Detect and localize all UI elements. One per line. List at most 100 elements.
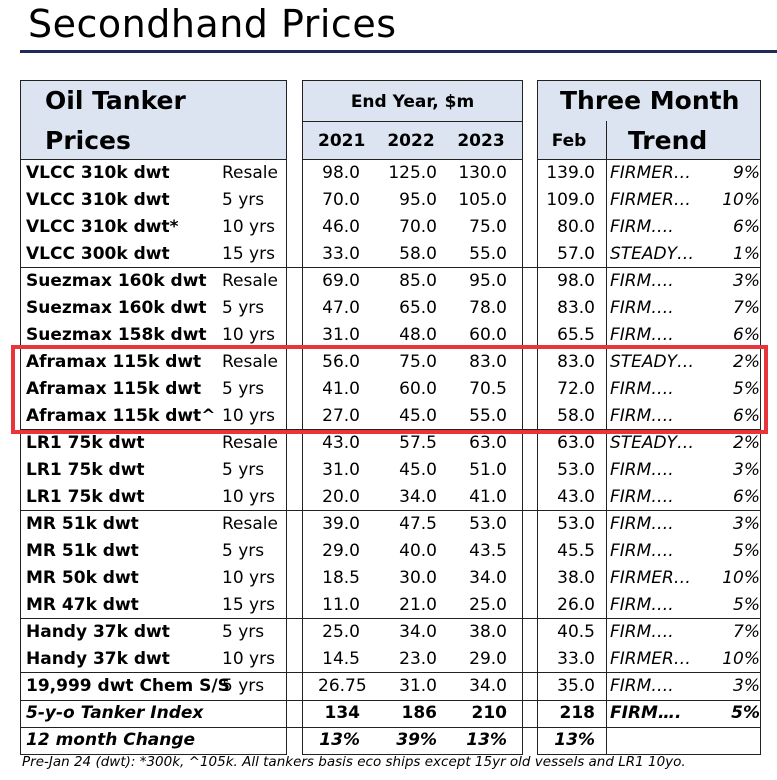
trend-label: FIRM…. xyxy=(610,487,674,507)
vessel-name: Suezmax 160k dwt xyxy=(26,271,207,291)
vessel-name: LR1 75k dwt xyxy=(26,460,145,480)
price-feb: 83.0 xyxy=(557,298,595,318)
index-feb: 218 xyxy=(559,703,596,723)
trend-label: FIRMER… xyxy=(610,190,691,210)
price-2021: 70.0 xyxy=(322,190,360,210)
table-row: MR 51k dwt 5 yrs 29.0 40.0 43.5 45.5 FIRM…. 5% xyxy=(0,538,777,565)
table-row: Aframax 115k dwt 5 yrs 41.0 60.0 70.5 72.0 FIR… xyxy=(0,376,777,403)
trend-label: FIRMER… xyxy=(610,649,691,669)
group-separator xyxy=(20,510,761,511)
vessel-name: Handy 37k dwt xyxy=(26,622,170,642)
price-feb: 109.0 xyxy=(546,190,595,210)
price-2022: 30.0 xyxy=(399,568,437,588)
price-2021: 56.0 xyxy=(322,352,360,372)
price-feb: 35.0 xyxy=(557,676,595,696)
price-2022: 34.0 xyxy=(399,622,437,642)
price-2023: 105.0 xyxy=(458,190,507,210)
vessel-name: MR 51k dwt xyxy=(26,541,139,561)
change-feb: 13% xyxy=(554,730,595,750)
trend-pct: 7% xyxy=(733,622,760,642)
change-row: 12 month Change 13% 39% 13% 13% xyxy=(0,727,777,754)
trend-pct: 3% xyxy=(733,271,760,291)
price-2021: 39.0 xyxy=(322,514,360,534)
price-2022: 40.0 xyxy=(399,541,437,561)
table-row: LR1 75k dwt 5 yrs 31.0 45.0 51.0 53.0 FIRM…. 3% xyxy=(0,457,777,484)
table-row: LR1 75k dwt Resale 43.0 57.5 63.0 63.0 STEADY…… xyxy=(0,430,777,457)
price-2022: 34.0 xyxy=(399,487,437,507)
trend-pct: 10% xyxy=(722,649,760,669)
trend-pct: 6% xyxy=(733,487,760,507)
vessel-name: VLCC 310k dwt xyxy=(26,190,170,210)
price-2022: 47.5 xyxy=(399,514,437,534)
trend-label: FIRM…. xyxy=(610,595,674,615)
price-2023: 83.0 xyxy=(469,352,507,372)
group-separator xyxy=(20,618,761,619)
vessel-name: LR1 75k dwt xyxy=(26,487,145,507)
price-2023: 53.0 xyxy=(469,514,507,534)
trend-pct: 3% xyxy=(733,676,760,696)
index-trend: FIRM…. xyxy=(610,703,682,723)
trend-pct: 2% xyxy=(733,433,760,453)
trend-pct: 2% xyxy=(733,352,760,372)
table-row: VLCC 310k dwt Resale 98.0 125.0 130.0 139.0 FI… xyxy=(0,160,777,187)
vessel-name: VLCC 310k dwt* xyxy=(26,217,179,237)
price-2022: 95.0 xyxy=(399,190,437,210)
trend-label: STEADY… xyxy=(610,244,695,264)
table-row: Aframax 115k dwt Resale 56.0 75.0 83.0 83.0 ST… xyxy=(0,349,777,376)
price-2021: 43.0 xyxy=(322,433,360,453)
price-2023: 55.0 xyxy=(469,406,507,426)
group-separator xyxy=(20,672,761,673)
trend-pct: 5% xyxy=(733,379,760,399)
index-name: 5-y-o Tanker Index xyxy=(26,703,204,723)
price-2021: 25.0 xyxy=(322,622,360,642)
price-feb: 98.0 xyxy=(557,271,595,291)
trend-pct: 5% xyxy=(733,541,760,561)
left-header-line1: Oil Tanker xyxy=(45,86,186,115)
right-header xyxy=(537,80,761,160)
vessel-age: 10 yrs xyxy=(222,406,275,426)
price-feb: 33.0 xyxy=(557,649,595,669)
trend-label: FIRMER… xyxy=(610,163,691,183)
change-2023: 13% xyxy=(466,730,507,750)
price-2023: 41.0 xyxy=(469,487,507,507)
price-2022: 70.0 xyxy=(399,217,437,237)
vessel-name: MR 50k dwt xyxy=(26,568,139,588)
price-2021: 98.0 xyxy=(322,163,360,183)
table-row: VLCC 300k dwt 15 yrs 33.0 58.0 55.0 57.0 STEAD… xyxy=(0,241,777,268)
table-row: MR 51k dwt Resale 39.0 47.5 53.0 53.0 FIRM…. 3% xyxy=(0,511,777,538)
price-2021: 20.0 xyxy=(322,487,360,507)
trend-label: FIRM…. xyxy=(610,460,674,480)
price-2022: 58.0 xyxy=(399,244,437,264)
price-feb: 45.5 xyxy=(557,541,595,561)
trend-pct: 6% xyxy=(733,217,760,237)
vessel-age: Resale xyxy=(222,352,278,372)
table-row: MR 50k dwt 10 yrs 18.5 30.0 34.0 38.0 FIRMER… 1… xyxy=(0,565,777,592)
trend-pct: 9% xyxy=(733,163,760,183)
price-2023: 51.0 xyxy=(469,460,507,480)
trend-pct: 5% xyxy=(733,595,760,615)
trend-label: FIRM…. xyxy=(610,514,674,534)
vessel-age: Resale xyxy=(222,514,278,534)
trend-pct: 6% xyxy=(733,325,760,345)
price-2022: 45.0 xyxy=(399,460,437,480)
price-2022: 48.0 xyxy=(399,325,437,345)
trend-label: FIRM…. xyxy=(610,271,674,291)
table-row: Suezmax 158k dwt 10 yrs 31.0 48.0 60.0 65.5 FI… xyxy=(0,322,777,349)
price-2022: 23.0 xyxy=(399,649,437,669)
vessel-age: 15 yrs xyxy=(222,595,275,615)
table-row: VLCC 310k dwt 5 yrs 70.0 95.0 105.0 109.0 FIRM… xyxy=(0,187,777,214)
change-name: 12 month Change xyxy=(26,730,196,750)
vessel-name: MR 47k dwt xyxy=(26,595,139,615)
index-2022: 186 xyxy=(401,703,438,723)
table-row: VLCC 310k dwt* 10 yrs 46.0 70.0 75.0 80.0 FIRM… xyxy=(0,214,777,241)
price-2022: 45.0 xyxy=(399,406,437,426)
price-2022: 60.0 xyxy=(399,379,437,399)
vessel-age: Resale xyxy=(222,271,278,291)
title-rule xyxy=(20,50,777,53)
price-2023: 78.0 xyxy=(469,298,507,318)
vessel-age: 5 yrs xyxy=(222,298,265,318)
index-2023: 210 xyxy=(471,703,508,723)
table-row: Handy 37k dwt 10 yrs 14.5 23.0 29.0 33.0 FIRME… xyxy=(0,646,777,673)
table-row: LR1 75k dwt 10 yrs 20.0 34.0 41.0 43.0 FIRM…. 6… xyxy=(0,484,777,511)
vessel-name: Aframax 115k dwt xyxy=(26,352,202,372)
